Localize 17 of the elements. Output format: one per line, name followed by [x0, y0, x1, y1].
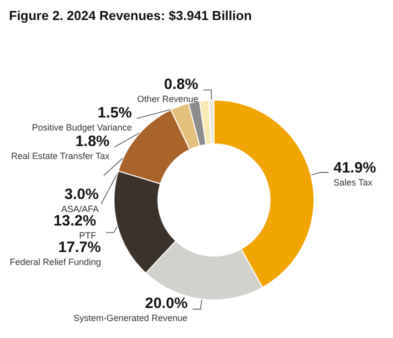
slice-label: Other Revenue: [137, 94, 198, 104]
slice-label: PTF: [79, 230, 97, 241]
slice-label: ASA/AFA: [61, 204, 99, 214]
data-label: 41.9%: [333, 160, 376, 177]
slice-label: Real Estate Transfer Tax: [11, 151, 110, 162]
data-label: 17.7%: [58, 239, 101, 256]
chart-title: Figure 2. 2024 Revenues: $3.941 Billion: [9, 8, 252, 23]
slice-label: Federal Relief Funding: [10, 257, 101, 268]
data-label: 20.0%: [144, 295, 188, 312]
data-label: 1.5%: [98, 104, 132, 122]
data-label: 1.8%: [75, 133, 110, 150]
data-label: 13.2%: [54, 212, 96, 230]
slice-label: Sales Tax: [333, 178, 373, 188]
data-label: 0.8%: [164, 76, 198, 94]
data-label: 3.0%: [64, 186, 99, 204]
slice-label: System-Generated Revenue: [73, 313, 188, 324]
slice-label: Positive Budget Variance: [32, 122, 132, 133]
